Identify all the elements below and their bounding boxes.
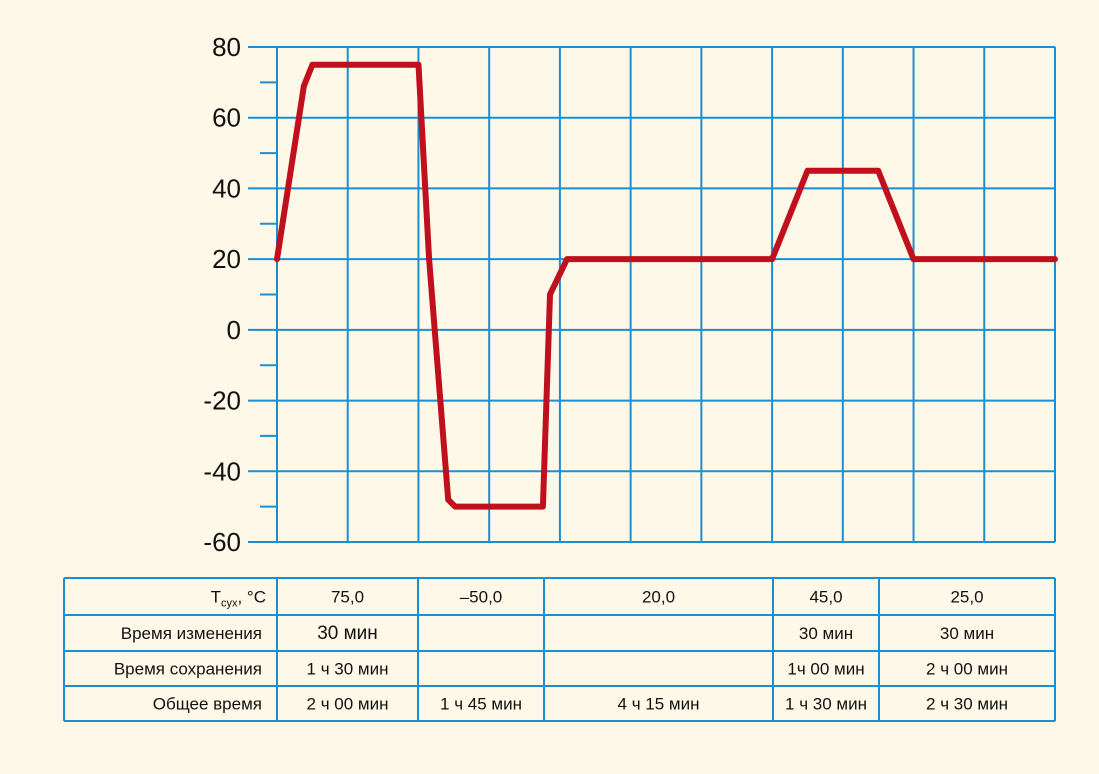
table-row-label: Общее время	[153, 695, 262, 714]
y-tick-label: 80	[212, 32, 241, 62]
y-tick-label: -60	[203, 527, 241, 557]
y-tick-label: 20	[212, 244, 241, 274]
table-cell: 2 ч 00 мин	[926, 660, 1008, 679]
table-cell: 75,0	[331, 588, 364, 607]
table-cell: 2 ч 30 мин	[926, 695, 1008, 714]
y-tick-label: 40	[212, 173, 241, 203]
table-cell: 4 ч 15 мин	[618, 695, 700, 714]
table-cell: 1 ч 30 мин	[307, 660, 389, 679]
table-cell: 1ч 00 мин	[787, 660, 864, 679]
y-tick-label: -20	[203, 386, 241, 416]
table-cell: 30 мин	[940, 624, 994, 643]
y-tick-label: 0	[227, 315, 241, 345]
table-cell: 2 ч 00 мин	[307, 695, 389, 714]
table-cell: 45,0	[809, 588, 842, 607]
table-cell: 1 ч 45 мин	[440, 695, 522, 714]
y-tick-label: -40	[203, 456, 241, 486]
table-cell: 25,0	[950, 588, 983, 607]
table-row-label: Tсух, °C	[211, 588, 266, 610]
table-cell: 30 мин	[317, 623, 378, 644]
y-tick-label: 60	[212, 103, 241, 133]
table-cell: 1 ч 30 мин	[785, 695, 867, 714]
temperature-line	[274, 61, 1058, 510]
table-cell: –50,0	[460, 588, 503, 607]
table-row-label: Время сохранения	[114, 660, 262, 679]
table-row-label: Время изменения	[121, 624, 262, 643]
data-table: Tсух, °C 75,0 –50,0 20,0 45,0 25,0 Время измен…	[63, 577, 1056, 722]
table-cell: 30 мин	[799, 624, 853, 643]
table-cell: 20,0	[642, 588, 675, 607]
